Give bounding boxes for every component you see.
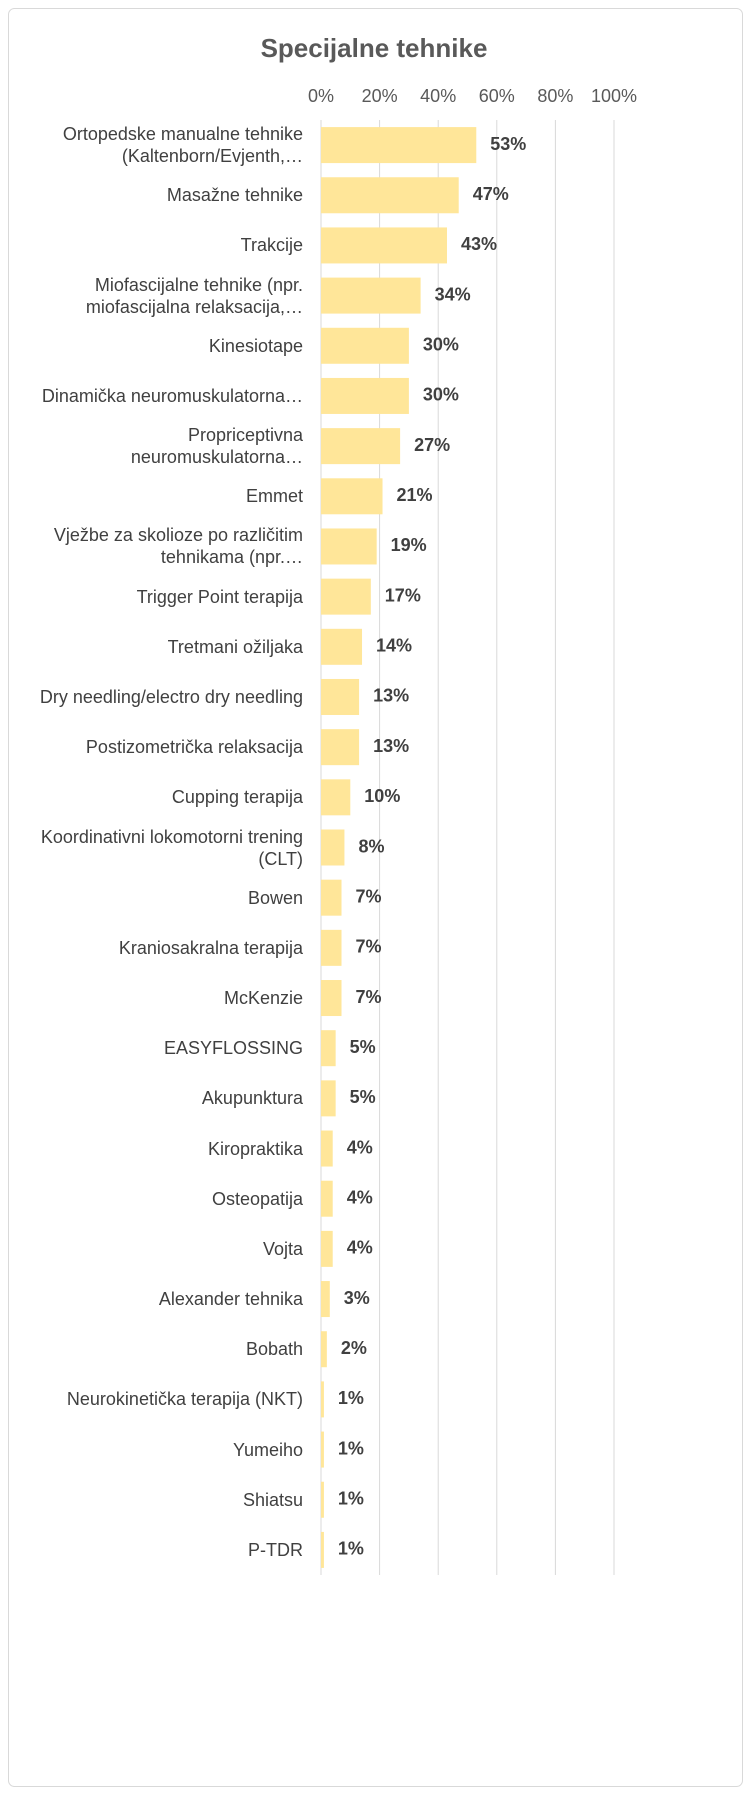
- bar: [321, 277, 421, 314]
- category-label: Postizometrička relaksacija: [85, 737, 303, 758]
- category-label: Emmet: [245, 486, 303, 507]
- bar: [321, 678, 360, 715]
- value-label: 34%: [435, 284, 471, 304]
- bar: [321, 1281, 330, 1318]
- value-label: 1%: [338, 1539, 364, 1559]
- category-label: Akupunktura: [201, 1088, 303, 1109]
- category-label: Propriceptivna neuromuskulatorna…: [130, 425, 303, 468]
- x-tick-label: 0%: [308, 86, 334, 106]
- category-label: Shiatsu: [242, 1489, 303, 1510]
- category-label: Vježbe za skolioze po različitim tehnika…: [53, 525, 303, 568]
- value-label: 4%: [347, 1238, 373, 1258]
- category-label: Cupping terapija: [171, 787, 303, 808]
- value-label: 2%: [341, 1338, 367, 1358]
- value-label: 3%: [344, 1288, 370, 1308]
- category-label: Kinesiotape: [208, 335, 303, 356]
- x-tick-label: 20%: [362, 86, 398, 106]
- category-label: Tretmani ožiljaka: [167, 636, 303, 657]
- bar: [321, 879, 342, 916]
- bar: [321, 1180, 333, 1217]
- bar: [321, 929, 342, 966]
- value-label: 13%: [373, 686, 409, 706]
- x-tick-label: 60%: [479, 86, 515, 106]
- bar: [321, 628, 363, 665]
- value-label: 47%: [473, 184, 509, 204]
- bar: [321, 478, 383, 515]
- bar: [321, 1431, 324, 1468]
- value-label: 1%: [338, 1438, 364, 1458]
- bar: [321, 829, 345, 866]
- category-label: Kraniosakralna terapija: [118, 937, 303, 958]
- category-label: Yumeiho: [232, 1439, 303, 1460]
- value-label: 1%: [338, 1488, 364, 1508]
- category-label: Masažne tehnike: [166, 185, 303, 206]
- value-label: 5%: [350, 1037, 376, 1057]
- bar: [321, 578, 371, 615]
- value-label: 8%: [358, 836, 384, 856]
- value-label: 30%: [423, 335, 459, 355]
- value-label: 7%: [356, 886, 382, 906]
- value-label: 14%: [376, 636, 412, 656]
- bar: [321, 1531, 324, 1568]
- x-tick-label: 100%: [591, 86, 637, 106]
- bar: [321, 227, 447, 264]
- value-label: 4%: [347, 1187, 373, 1207]
- bar: [321, 1481, 324, 1518]
- bar: [321, 377, 409, 414]
- value-label: 13%: [373, 736, 409, 756]
- category-label: Trakcije: [240, 235, 303, 256]
- category-label: Kiropraktika: [207, 1138, 303, 1159]
- category-label: Dry needling/electro dry needling: [39, 686, 303, 707]
- x-tick-label: 40%: [420, 86, 456, 106]
- value-label: 5%: [350, 1087, 376, 1107]
- bar: [321, 327, 409, 364]
- x-tick-label: 80%: [537, 86, 573, 106]
- category-label: Bobath: [245, 1339, 303, 1360]
- bar: [321, 1080, 336, 1117]
- bar: [321, 1130, 333, 1167]
- bar: [321, 980, 342, 1017]
- category-label: Miofascijalne tehnike (npr. miofascijaln…: [85, 274, 303, 317]
- bar: [321, 127, 477, 164]
- value-label: 7%: [356, 937, 382, 957]
- value-label: 43%: [461, 234, 497, 254]
- bar: [321, 177, 459, 214]
- value-label: 53%: [490, 134, 526, 154]
- category-label: P-TDR: [248, 1539, 303, 1560]
- category-label: Osteopatija: [211, 1188, 303, 1209]
- bar: [321, 1331, 327, 1368]
- category-label: Ortopedske manualne tehnike (Kaltenborn/…: [62, 124, 303, 167]
- bar: [321, 729, 360, 766]
- category-label: Bowen: [247, 887, 303, 908]
- category-label: EASYFLOSSING: [163, 1038, 303, 1059]
- chart-border: [8, 8, 743, 1787]
- value-label: 4%: [347, 1137, 373, 1157]
- value-label: 19%: [391, 535, 427, 555]
- category-label: McKenzie: [223, 988, 303, 1009]
- value-label: 7%: [356, 987, 382, 1007]
- value-label: 27%: [414, 435, 450, 455]
- value-label: 1%: [338, 1388, 364, 1408]
- category-label: Alexander tehnika: [158, 1289, 303, 1310]
- bar: [321, 1381, 324, 1418]
- category-label: Koordinativni lokomotorni trening (CLT): [40, 826, 303, 869]
- category-label: Vojta: [262, 1238, 303, 1259]
- bar: [321, 428, 401, 465]
- value-label: 10%: [364, 786, 400, 806]
- value-label: 30%: [423, 385, 459, 405]
- chart-title: Specijalne tehnike: [261, 33, 488, 63]
- category-label: Neurokinetička terapija (NKT): [66, 1389, 303, 1410]
- bar: [321, 779, 351, 816]
- category-label: Trigger Point terapija: [136, 586, 303, 607]
- bar: [321, 528, 377, 565]
- bar: [321, 1030, 336, 1067]
- category-label: Dinamička neuromuskulatorna…: [41, 385, 303, 406]
- bar: [321, 1230, 333, 1267]
- value-label: 21%: [397, 485, 433, 505]
- value-label: 17%: [385, 585, 421, 605]
